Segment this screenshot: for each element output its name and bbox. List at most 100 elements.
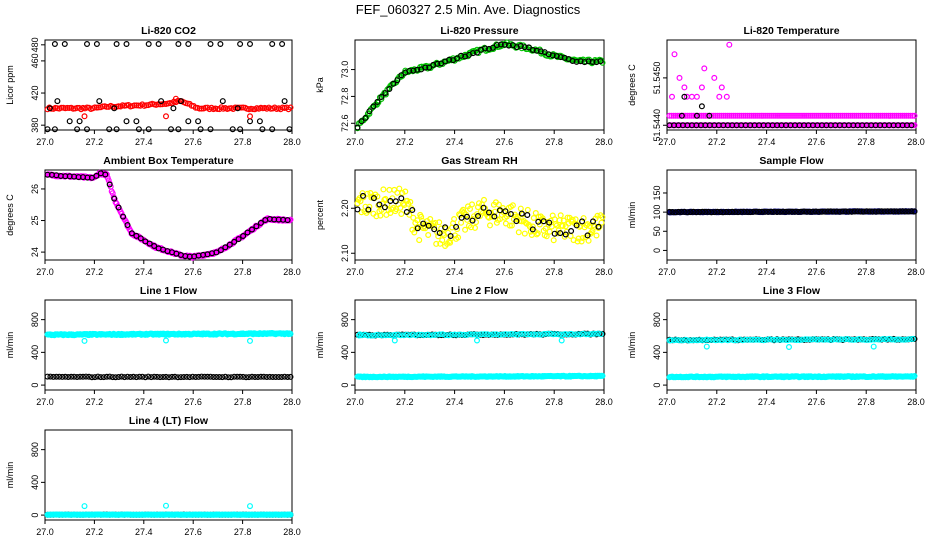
- data-point: [111, 195, 118, 202]
- data-point: [51, 40, 58, 47]
- data-point: [863, 208, 870, 215]
- data-point: [877, 336, 884, 343]
- data-point: [145, 373, 152, 380]
- data-point: [589, 58, 596, 65]
- data-point: [542, 225, 549, 232]
- data-point: [694, 337, 701, 344]
- data-point: [381, 196, 388, 203]
- data-point: [577, 58, 584, 65]
- data-point: [379, 332, 386, 339]
- data-point: [275, 374, 282, 381]
- data-point: [833, 208, 840, 215]
- data-point: [699, 208, 706, 215]
- y-tick-label: 24: [30, 247, 40, 257]
- data-point: [553, 331, 560, 338]
- data-point: [874, 336, 881, 343]
- x-tick-label: 27.0: [36, 267, 54, 277]
- data-point: [175, 40, 182, 47]
- data-point: [748, 112, 755, 119]
- data-point: [881, 112, 888, 119]
- plot-frame: [44, 169, 293, 261]
- data-point: [204, 373, 211, 380]
- data-point: [508, 222, 515, 229]
- data-point: [753, 208, 760, 215]
- data-point: [751, 336, 758, 343]
- data-point: [708, 112, 715, 119]
- data-point: [666, 208, 673, 215]
- data-point: [151, 373, 158, 380]
- data-point: [543, 233, 550, 240]
- data-point: [688, 112, 695, 119]
- data-point: [809, 208, 816, 215]
- data-point: [791, 112, 798, 119]
- data-point: [151, 243, 158, 250]
- data-point: [50, 373, 57, 380]
- data-point: [259, 126, 266, 133]
- x-tick-label: 27.0: [346, 137, 364, 147]
- data-point: [716, 93, 723, 100]
- data-point: [364, 332, 371, 339]
- data-point: [376, 332, 383, 339]
- series-red-outliers: [81, 95, 254, 120]
- data-point: [855, 112, 862, 119]
- x-tick-label: 27.6: [496, 137, 514, 147]
- data-point: [866, 208, 873, 215]
- data-point: [517, 331, 524, 338]
- data-point: [356, 332, 363, 339]
- data-point: [496, 207, 503, 214]
- data-point: [865, 112, 872, 119]
- series-cyan-dips: [81, 337, 254, 344]
- data-point: [128, 230, 135, 237]
- data-point: [754, 112, 761, 119]
- data-point: [830, 208, 837, 215]
- data-point: [56, 373, 63, 380]
- series-red: [44, 97, 294, 113]
- data-point: [414, 225, 421, 232]
- data-point: [868, 336, 875, 343]
- x-tick-label: 27.2: [86, 267, 104, 277]
- x-tick-label: 27.2: [86, 527, 104, 537]
- x-tick-label: 28.0: [907, 397, 925, 407]
- data-point: [243, 374, 250, 381]
- x-tick-label: 28.0: [595, 267, 613, 277]
- chart-title: Sample Flow: [759, 155, 824, 167]
- data-point: [425, 232, 432, 239]
- data-point: [382, 332, 389, 339]
- data-point: [195, 373, 202, 380]
- data-point: [249, 373, 256, 380]
- data-point: [815, 112, 822, 119]
- data-point: [493, 219, 500, 226]
- data-point: [403, 209, 410, 216]
- data-point: [538, 331, 545, 338]
- data-point: [696, 112, 703, 119]
- chart-title: Line 1 Flow: [140, 285, 198, 297]
- data-point: [458, 219, 465, 226]
- data-point: [766, 112, 773, 119]
- data-point: [746, 112, 753, 119]
- data-point: [260, 373, 267, 380]
- data-point: [579, 235, 586, 242]
- series-black: [354, 41, 604, 131]
- data-point: [115, 204, 122, 211]
- data-point: [197, 126, 204, 133]
- data-point: [597, 58, 604, 65]
- data-point: [476, 200, 483, 207]
- data-point: [584, 232, 591, 239]
- data-point: [376, 201, 383, 208]
- data-point: [700, 337, 707, 344]
- data-point: [675, 208, 682, 215]
- data-point: [693, 112, 700, 119]
- data-point: [418, 213, 425, 220]
- data-point: [808, 336, 815, 343]
- data-point: [878, 208, 885, 215]
- data-point: [58, 104, 65, 111]
- data-point: [827, 208, 834, 215]
- data-point: [102, 171, 109, 178]
- series-magenta-high: [668, 41, 733, 100]
- data-point: [394, 331, 401, 338]
- data-point: [574, 331, 581, 338]
- data-point: [388, 332, 395, 339]
- chart-title: Li-820 Pressure: [440, 25, 518, 37]
- data-point: [469, 217, 476, 224]
- data-point: [837, 112, 844, 119]
